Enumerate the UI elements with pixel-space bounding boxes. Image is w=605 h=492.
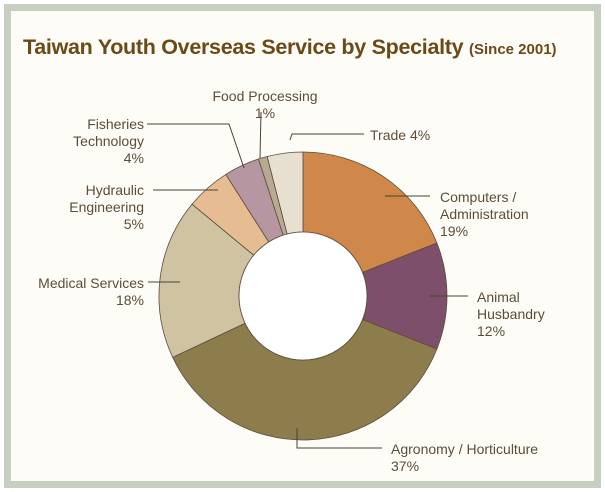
label-trade: Trade 4%	[370, 127, 430, 143]
slice-labels: Computers / Administration 19% Animal Husban…	[38, 88, 545, 474]
donut-slices	[158, 151, 448, 441]
label-fisheries-technology: Fisheries Technology 4%	[73, 116, 144, 166]
label-animal-husbandry: Animal Husbandry 12%	[477, 289, 545, 339]
leader-agronomy-horticulture	[296, 428, 382, 449]
label-food-processing: Food Processing 1%	[212, 88, 317, 121]
label-medical-services: Medical Services 18%	[38, 275, 144, 308]
label-computers-administration: Computers / Administration 19%	[440, 189, 529, 239]
leader-lines	[147, 111, 468, 449]
chart-subtitle: (Since 2001)	[469, 41, 557, 58]
chart-title: Taiwan Youth Overseas Service by Special…	[23, 35, 557, 60]
label-hydraulic-engineering: Hydraulic Engineering 5%	[69, 182, 144, 232]
chart-title-main: Taiwan Youth Overseas Service by Special…	[23, 35, 464, 59]
donut-hole	[238, 231, 368, 361]
leader-food-processing	[259, 111, 262, 159]
leader-fisheries-technology	[147, 123, 245, 169]
label-agronomy-horticulture: Agronomy / Horticulture 37%	[391, 441, 538, 474]
leader-trade	[289, 133, 364, 141]
